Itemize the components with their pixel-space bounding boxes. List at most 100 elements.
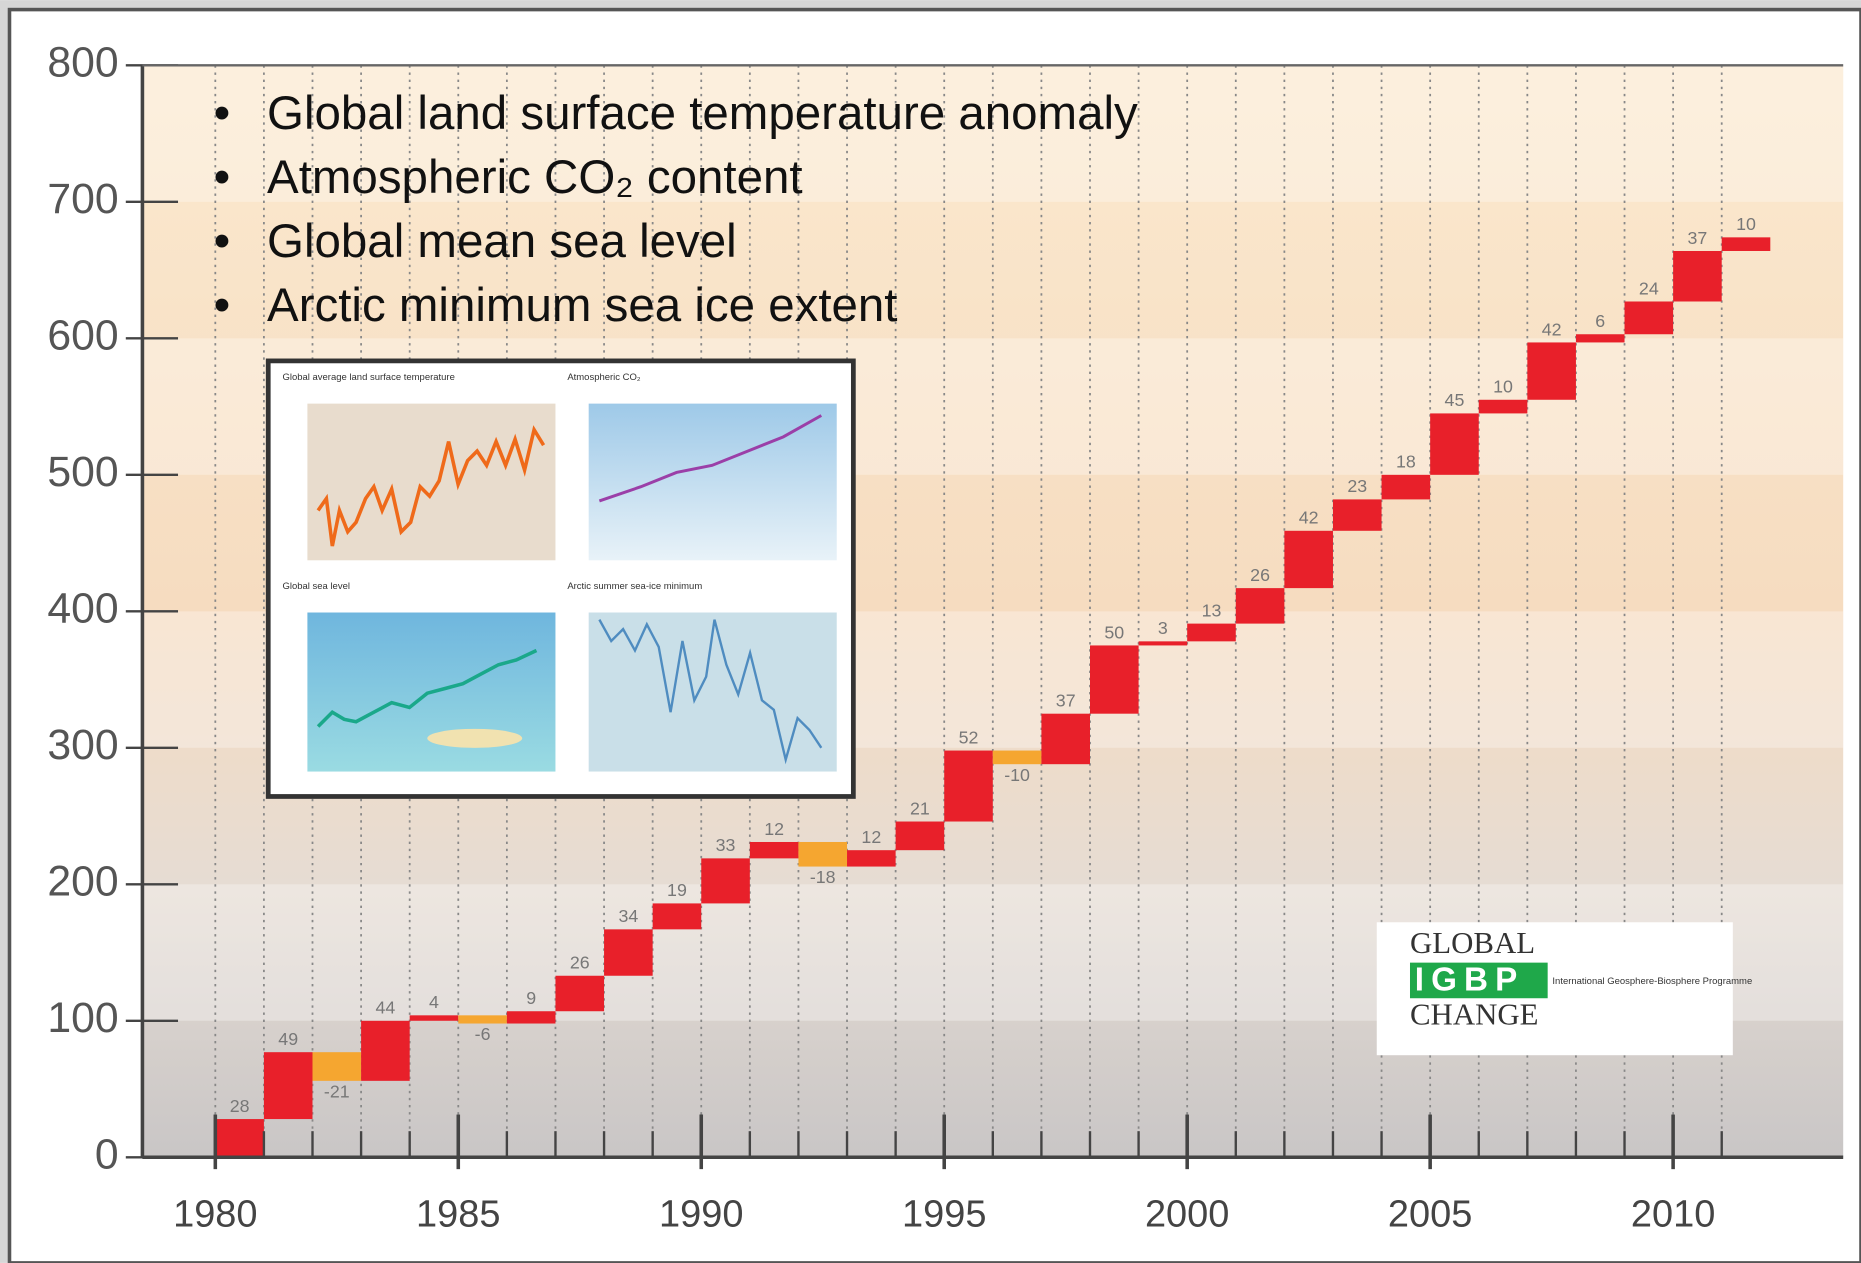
bar — [1235, 588, 1285, 624]
value-label: 10 — [1493, 377, 1513, 397]
bar — [652, 903, 702, 930]
bar — [1284, 530, 1333, 589]
x-tick-label: 1990 — [659, 1194, 743, 1236]
bar — [847, 850, 896, 867]
x-tick-label: 2000 — [1145, 1194, 1229, 1236]
bullet: • — [214, 87, 231, 140]
bar — [992, 750, 1042, 765]
bar — [1187, 623, 1236, 642]
bar — [944, 750, 993, 822]
value-label: 24 — [1639, 278, 1659, 298]
inset-line — [598, 414, 823, 503]
value-label: -21 — [324, 1081, 350, 1101]
value-label: 37 — [1056, 691, 1076, 711]
value-label: 37 — [1688, 228, 1708, 248]
value-label: 10 — [1736, 214, 1756, 234]
bar — [895, 821, 945, 851]
x-tick-label: 1980 — [173, 1194, 257, 1236]
x-tick-label: 1995 — [902, 1194, 986, 1236]
bullet: • — [214, 279, 231, 332]
bullet-text: Arctic minimum sea ice extent — [267, 279, 897, 332]
y-tick-label: 200 — [47, 858, 118, 906]
bar — [604, 929, 653, 976]
y-tick-label: 100 — [47, 994, 118, 1042]
x-tick-label: 2005 — [1388, 1194, 1472, 1236]
bullet-list: • Global land surface temperature anomal… — [214, 87, 1138, 332]
value-label: 34 — [618, 906, 638, 926]
x-tick-label: 2010 — [1631, 1194, 1715, 1236]
bar — [1527, 342, 1576, 400]
value-label: 42 — [1542, 319, 1562, 339]
bar — [458, 1015, 507, 1024]
bar — [555, 975, 605, 1012]
value-label: 12 — [764, 819, 784, 839]
bar — [1041, 713, 1090, 765]
bar — [1381, 474, 1431, 500]
inset: Global average land surface temperature … — [265, 358, 856, 799]
logo-text: IGBP — [1415, 961, 1525, 998]
inset-line — [316, 425, 546, 547]
bar — [1332, 499, 1382, 531]
x-tick-label: 1985 — [416, 1194, 500, 1236]
bar — [361, 1020, 410, 1081]
value-label: -10 — [1004, 765, 1030, 785]
bar — [215, 1119, 264, 1158]
logo-caption: International Geosphere-Biosphere Progra… — [1552, 976, 1752, 987]
y-tick-label: 400 — [47, 585, 118, 633]
value-label: 42 — [1299, 508, 1319, 528]
bullet-text: Global land surface temperature anomaly — [267, 87, 1138, 140]
inset-title: Arctic summer sea-ice minimum — [567, 581, 702, 592]
bullet-text: Global mean sea level — [267, 215, 737, 268]
bar — [312, 1052, 362, 1081]
value-label: 13 — [1202, 600, 1222, 620]
bar — [1624, 301, 1674, 335]
bullet: • — [214, 151, 231, 204]
bar — [263, 1052, 313, 1120]
value-label: -18 — [810, 867, 836, 887]
bar — [798, 841, 848, 867]
value-label: 33 — [716, 835, 736, 855]
bar — [1089, 645, 1139, 714]
logo: GLOBAL IGBP International Geosphere-Bios… — [1376, 922, 1752, 1056]
bullet: • — [214, 215, 231, 268]
y-tick-label: 0 — [95, 1131, 119, 1179]
y-tick-label: 500 — [47, 448, 118, 496]
bar — [1138, 641, 1188, 646]
bullet-text: Atmospheric CO₂ content — [267, 151, 803, 204]
bar — [1430, 413, 1479, 475]
bar — [1673, 250, 1722, 302]
value-label: 19 — [667, 880, 687, 900]
bar — [1478, 399, 1528, 414]
value-label: 9 — [526, 988, 536, 1008]
y-tick-label: 600 — [47, 312, 118, 360]
value-label: -6 — [475, 1024, 491, 1044]
inset-line — [316, 648, 538, 728]
inset-line — [598, 619, 823, 765]
inset-title: Atmospheric CO₂ — [567, 372, 641, 383]
island — [427, 728, 523, 748]
y-tick-label: 800 — [47, 39, 118, 87]
value-label: 4 — [429, 992, 439, 1012]
value-label: 45 — [1445, 390, 1465, 410]
value-label: 26 — [570, 953, 590, 973]
value-label: 44 — [375, 998, 395, 1018]
value-label: 26 — [1250, 565, 1270, 585]
logo-text: CHANGE — [1410, 997, 1539, 1031]
bar — [506, 1011, 556, 1024]
value-label: 6 — [1595, 311, 1605, 331]
value-label: 28 — [230, 1096, 250, 1116]
logo-band — [1409, 962, 1548, 999]
value-label: 18 — [1396, 452, 1416, 472]
inset-title: Global sea level — [282, 581, 349, 592]
inset-panel — [307, 403, 556, 561]
inset-title: Global average land surface temperature — [282, 372, 454, 383]
value-label: 21 — [910, 798, 930, 818]
y-tick-label: 300 — [47, 721, 118, 769]
value-label: 12 — [861, 827, 881, 847]
value-label: 23 — [1347, 476, 1367, 496]
logo-text: GLOBAL — [1410, 926, 1535, 960]
